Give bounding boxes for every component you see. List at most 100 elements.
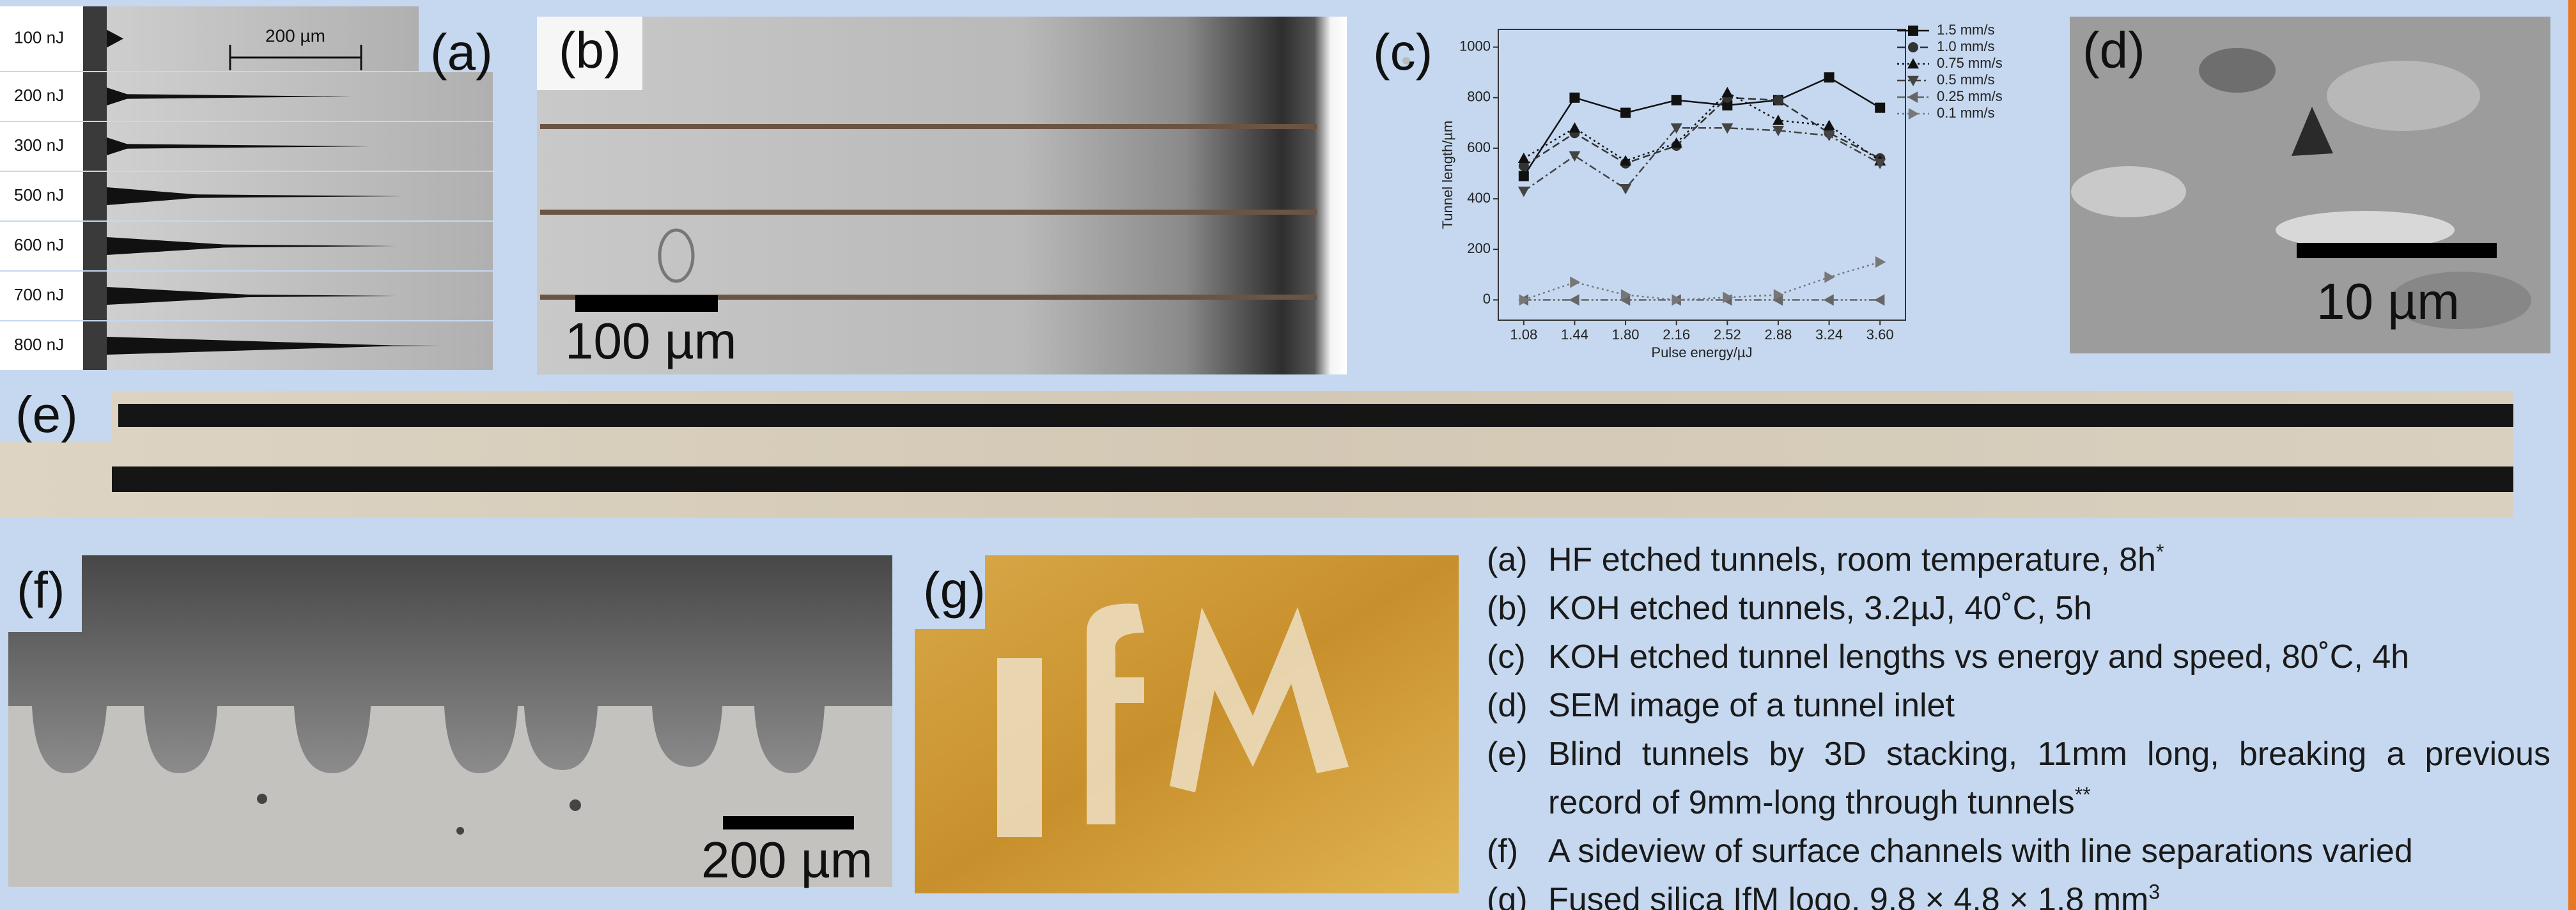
caption-label: (e): [1487, 730, 1548, 827]
marker: [1569, 122, 1580, 132]
legend-marker: [1909, 108, 1919, 120]
caption-text-wrap: KOH etched tunnels, 3.2µJ, 40˚C, 5h: [1548, 584, 2550, 633]
caption-text: Fused silica IfM logo, 9.8 × 4.8 × 1.8 m…: [1548, 881, 2148, 910]
caption-text-wrap: A sideview of surface channels with line…: [1548, 827, 2550, 875]
marker: [1824, 294, 1834, 305]
marker: [1569, 93, 1579, 103]
y-tick-label: 0: [1483, 291, 1491, 307]
scale-label: 10 µm: [2316, 273, 2460, 330]
marker: [1570, 277, 1580, 288]
caption-item: (a)HF etched tunnels, room temperature, …: [1487, 536, 2550, 584]
row-label: 700 nJ: [14, 285, 64, 304]
marker: [1773, 95, 1783, 105]
tunnel: [112, 467, 2513, 492]
caption-label: (b): [1487, 584, 1548, 633]
legend-label: 0.75 mm/s: [1937, 55, 2003, 71]
marker: [1518, 187, 1530, 197]
marker: [1773, 114, 1784, 125]
marker: [1569, 294, 1579, 305]
scale-label: 200 µm: [701, 831, 873, 888]
debris: [257, 794, 267, 804]
scale-label: 100 µm: [565, 312, 736, 369]
legend-label: 0.25 mm/s: [1937, 88, 2003, 104]
plot-frame: [1498, 29, 1905, 320]
texture: [2199, 48, 2276, 93]
marker: [1874, 294, 1884, 305]
scale-label: 200 µm: [265, 26, 325, 45]
row-label: 300 nJ: [14, 135, 64, 155]
caption-label: (g): [1487, 875, 1548, 910]
caption-label: (d): [1487, 681, 1548, 730]
caption-item: (b)KOH etched tunnels, 3.2µJ, 40˚C, 5h: [1487, 584, 2550, 633]
x-tick-label: 2.88: [1765, 327, 1792, 343]
texture: [2071, 166, 2186, 217]
logo-i: [997, 658, 1042, 837]
marker: [1875, 103, 1885, 113]
row-label: 800 nJ: [14, 335, 64, 354]
panel-label: (c): [1373, 24, 1432, 81]
caption-text-wrap: HF etched tunnels, room temperature, 8h*: [1548, 536, 2550, 584]
y-tick-label: 1000: [1459, 38, 1491, 54]
caption-text-wrap: SEM image of a tunnel inlet: [1548, 681, 2550, 730]
texture: [2327, 61, 2480, 131]
y-tick-label: 800: [1467, 89, 1491, 105]
caption-text-wrap: Blind tunnels by 3D stacking, 11mm long,…: [1548, 730, 2550, 827]
caption-text: Blind tunnels by 3D stacking, 11mm long,…: [1548, 736, 2550, 821]
x-tick-label: 2.16: [1663, 327, 1690, 343]
x-tick-label: 2.52: [1714, 327, 1741, 343]
legend-label: 0.1 mm/s: [1937, 105, 1994, 121]
marker: [1824, 272, 1835, 283]
caption-text: KOH etched tunnels, 3.2µJ, 40˚C, 5h: [1548, 590, 2092, 627]
x-tick-label: 1.80: [1612, 327, 1640, 343]
caption-superscript: 3: [2148, 881, 2160, 904]
caption-item: (g)Fused silica IfM logo, 9.8 × 4.8 × 1.…: [1487, 875, 2550, 910]
poster-panel: 100 nJ200 nJ300 nJ500 nJ600 nJ700 nJ800 …: [0, 0, 2576, 910]
legend-label: 1.5 mm/s: [1937, 22, 1994, 38]
caption-text: SEM image of a tunnel inlet: [1548, 687, 1955, 724]
panel-label: (g): [923, 562, 986, 619]
debris: [456, 827, 464, 835]
legend-marker: [1908, 42, 1918, 52]
row-edge: [83, 272, 107, 320]
row-label: 600 nJ: [14, 235, 64, 254]
row-edge: [83, 321, 107, 370]
marker: [1875, 256, 1886, 268]
row-label: 100 nJ: [14, 27, 64, 47]
caption-text: A sideview of surface channels with line…: [1548, 833, 2413, 870]
scale-bar: [2297, 243, 2497, 258]
scale-bar: [575, 295, 718, 312]
y-tick-label: 200: [1467, 240, 1491, 256]
legend-label: 0.5 mm/s: [1937, 72, 1994, 88]
debris: [570, 799, 581, 811]
tunnel: [118, 404, 2513, 427]
marker: [1672, 95, 1682, 105]
caption-item: (e)Blind tunnels by 3D stacking, 11mm lo…: [1487, 730, 2550, 827]
row-edge: [83, 222, 107, 270]
legend-label: 1.0 mm/s: [1937, 38, 1994, 54]
panel-label: (f): [17, 562, 65, 619]
x-tick-label: 1.44: [1561, 327, 1588, 343]
caption-text: HF etched tunnels, room temperature, 8h: [1548, 541, 2156, 578]
caption-list: (a)HF etched tunnels, room temperature, …: [1487, 536, 2550, 910]
marker: [1519, 171, 1529, 181]
row-edge: [83, 72, 107, 121]
x-axis-label: Pulse energy/µJ: [1651, 344, 1752, 360]
y-tick-label: 600: [1467, 139, 1491, 155]
panel-label: (d): [2083, 22, 2145, 79]
x-tick-label: 1.08: [1510, 327, 1537, 343]
row-edge: [83, 122, 107, 171]
legend-marker: [1908, 26, 1918, 36]
row-label: 200 nJ: [14, 86, 64, 105]
caption-text-wrap: KOH etched tunnel lengths vs energy and …: [1548, 633, 2550, 681]
caption-label: (f): [1487, 827, 1548, 875]
panel-label: (e): [15, 386, 78, 443]
caption-label: (c): [1487, 633, 1548, 681]
panel-label: (b): [559, 22, 621, 79]
legend-marker: [1907, 91, 1918, 103]
caption-text: KOH etched tunnel lengths vs energy and …: [1548, 638, 2409, 675]
marker: [1824, 72, 1835, 82]
marker: [1721, 87, 1733, 97]
marker: [1620, 184, 1631, 194]
accent-stripe: [2568, 0, 2576, 910]
caption-item: (f)A sideview of surface channels with l…: [1487, 827, 2550, 875]
